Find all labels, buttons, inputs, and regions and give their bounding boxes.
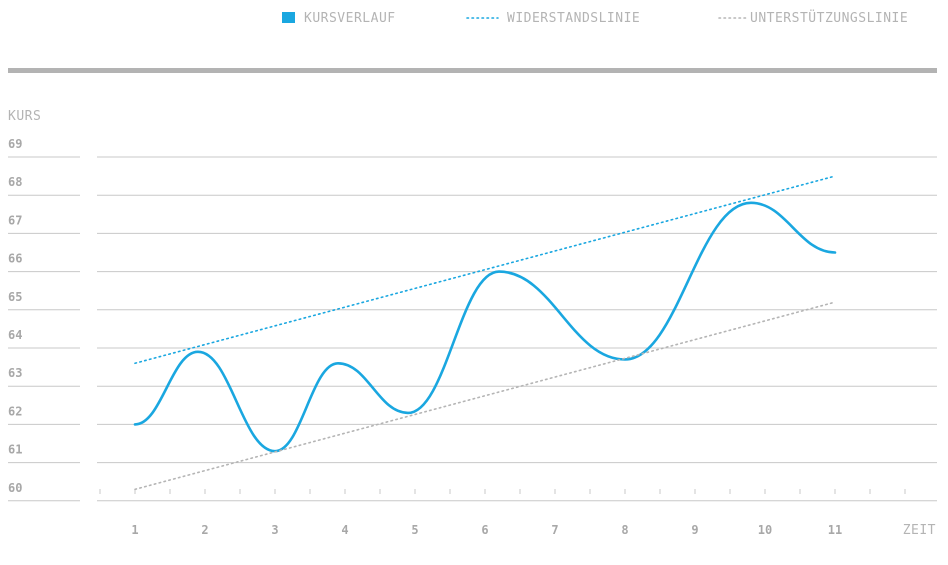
legend-swatch-price xyxy=(282,12,295,23)
header-separator xyxy=(8,68,937,73)
x-tick-label: 8 xyxy=(621,523,628,537)
x-tick-label: 9 xyxy=(691,523,698,537)
price-line xyxy=(133,201,837,453)
grid-lines xyxy=(8,156,937,502)
x-axis: 1 2 3 4 5 6 7 8 9 10 11 xyxy=(99,489,906,537)
series-layer xyxy=(133,175,837,491)
y-axis-title: KURS xyxy=(8,109,41,124)
y-tick-label: 62 xyxy=(8,404,22,418)
legend-label-price: KURSVERLAUF xyxy=(304,11,396,26)
x-tick-label: 3 xyxy=(271,523,278,537)
y-axis-ticks: 69 68 67 66 65 64 63 62 61 60 xyxy=(8,137,22,495)
support-line xyxy=(134,301,836,491)
y-tick-label: 64 xyxy=(8,328,22,342)
y-tick-label: 65 xyxy=(8,290,22,304)
y-tick-label: 68 xyxy=(8,175,22,189)
y-tick-label: 63 xyxy=(8,366,22,380)
legend-item-price[interactable]: KURSVERLAUF xyxy=(282,11,396,26)
x-axis-title: ZEIT xyxy=(903,523,936,538)
x-tick-label: 2 xyxy=(201,523,208,537)
legend-item-resistance[interactable]: WIDERSTANDSLINIE xyxy=(466,11,640,26)
legend-label-resistance: WIDERSTANDSLINIE xyxy=(507,11,640,26)
x-tick-label: 1 xyxy=(131,523,138,537)
x-tick-label: 5 xyxy=(411,523,418,537)
resistance-line xyxy=(134,175,836,365)
y-tick-label: 66 xyxy=(8,252,22,266)
x-tick-label: 10 xyxy=(758,523,772,537)
x-tick-label: 4 xyxy=(341,523,348,537)
y-tick-label: 67 xyxy=(8,213,22,227)
legend-item-support[interactable]: UNTERSTÜTZUNGSLINIE xyxy=(718,9,908,26)
legend: KURSVERLAUF WIDERSTANDSLINIE UNTERSTÜTZU… xyxy=(282,9,908,26)
x-tick-label: 7 xyxy=(551,523,558,537)
legend-label-support: UNTERSTÜTZUNGSLINIE xyxy=(750,9,908,26)
x-tick-label: 11 xyxy=(828,523,842,537)
y-tick-label: 69 xyxy=(8,137,22,151)
y-tick-label: 61 xyxy=(8,443,22,457)
y-tick-label: 60 xyxy=(8,481,22,495)
x-tick-label: 6 xyxy=(481,523,488,537)
